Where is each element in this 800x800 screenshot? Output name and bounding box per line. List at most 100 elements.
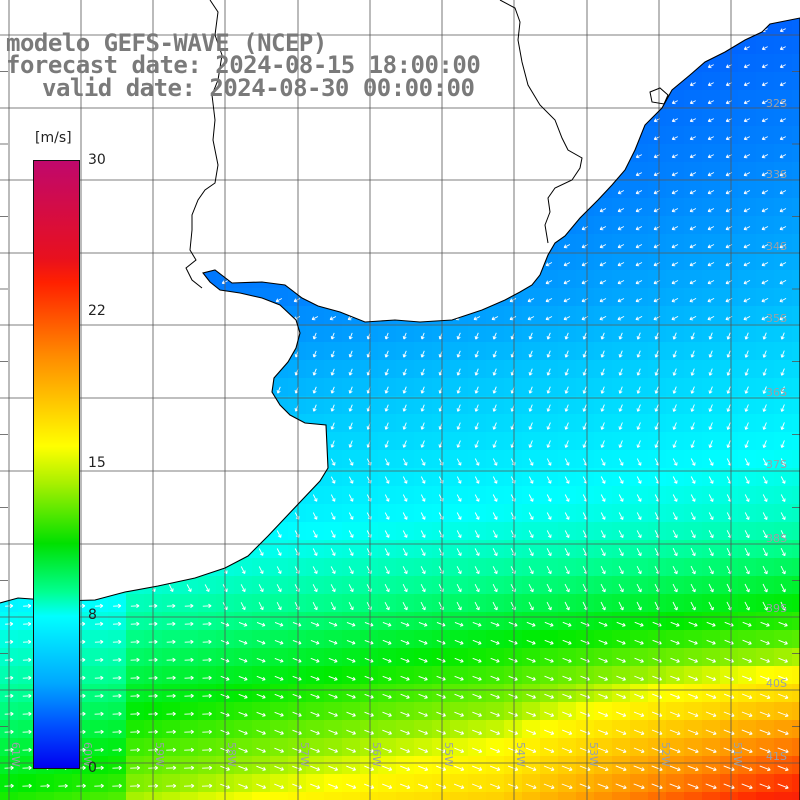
wind-arrow [546,332,551,340]
wind-arrow [348,494,354,502]
wind-arrow [582,350,587,358]
lat-label: 41S [766,750,787,763]
wind-arrow [184,639,194,644]
wind-arrow [689,316,697,321]
wind-arrow [617,316,625,321]
wind-arrow [22,729,32,734]
wind-arrow [579,765,591,772]
wind-arrow [346,657,356,663]
wind-arrow [708,530,714,539]
wind-arrow [528,458,534,466]
wind-arrow [130,747,140,752]
wind-arrow [743,262,751,267]
wind-arrow [618,350,623,358]
wind-arrow [382,675,392,681]
wind-arrow [348,350,353,358]
wind-arrow [636,458,642,466]
wind-arrow [184,729,194,734]
wind-arrow [456,494,462,502]
wind-arrow [723,747,735,754]
wind-arrow [670,675,681,681]
wind-arrow [708,494,714,502]
wind-arrow [329,316,337,321]
wind-arrow [130,657,140,662]
wind-arrow [384,530,390,538]
wind-arrow [328,693,338,699]
lat-label: 37S [766,458,787,471]
wind-arrow [330,584,336,593]
wind-arrow [636,350,641,358]
wind-arrow [705,693,717,699]
wind-arrow [400,657,410,663]
wind-arrow [669,711,681,718]
wind-arrow [600,458,606,466]
wind-arrow [310,747,320,753]
wind-arrow [274,729,284,735]
wind-arrow [364,765,375,771]
wind-arrow [688,621,698,627]
wind-arrow [618,583,624,593]
wind-arrow [600,512,606,520]
wind-arrow [454,639,464,645]
wind-arrow [258,566,264,574]
wind-arrow [615,783,627,790]
wind-arrow [742,657,752,663]
wind-arrow [762,565,768,575]
wind-arrow [671,172,679,177]
wind-arrow [761,262,769,267]
lon-label: 59W [153,742,166,767]
wind-arrow [618,458,624,466]
wind-arrow [384,548,390,556]
wind-arrow [598,693,609,699]
wind-arrow [508,747,519,753]
wind-arrow [546,404,551,412]
wind-arrow [726,350,731,358]
wind-arrow [669,783,681,790]
wind-arrow [707,298,715,303]
wind-arrow [672,386,677,394]
wind-arrow [312,530,318,538]
wind-arrow [742,621,752,627]
wind-arrow [348,368,353,376]
wind-arrow [671,226,679,231]
wind-arrow [456,512,462,520]
wind-arrow [690,458,696,466]
wind-arrow [330,350,335,358]
wind-arrow [166,621,176,626]
wind-arrow [527,298,535,303]
wind-arrow [184,603,194,608]
wind-arrow [256,693,266,699]
wind-arrow [617,244,625,249]
wind-arrow [633,765,645,772]
wind-arrow [600,386,605,394]
wind-arrow [761,154,769,159]
wind-arrow [346,675,356,681]
wind-arrow [310,621,320,627]
wind-arrow [456,530,462,538]
wind-arrow [472,693,482,699]
wind-arrow [417,783,429,789]
wind-arrow [780,476,786,484]
wind-arrow [599,226,607,231]
wind-arrow [526,621,536,627]
wind-arrow [328,783,339,789]
wind-arrow [328,747,338,753]
wind-arrow [707,316,715,321]
wind-arrow [166,693,176,698]
wind-arrow [346,693,356,699]
wind-arrow [743,244,751,249]
lon-label: 55W [442,742,455,767]
wind-arrow [708,547,714,557]
wind-arrow [346,639,356,645]
wind-arrow [330,494,336,502]
wind-arrow [492,512,498,520]
wind-arrow [654,350,659,358]
wind-arrow [474,476,480,484]
wind-arrow [617,208,625,213]
wind-arrow [238,621,248,627]
wind-arrow [687,729,699,736]
wind-arrow [274,657,284,663]
wind-arrow [186,584,192,592]
wind-arrow [276,566,282,574]
